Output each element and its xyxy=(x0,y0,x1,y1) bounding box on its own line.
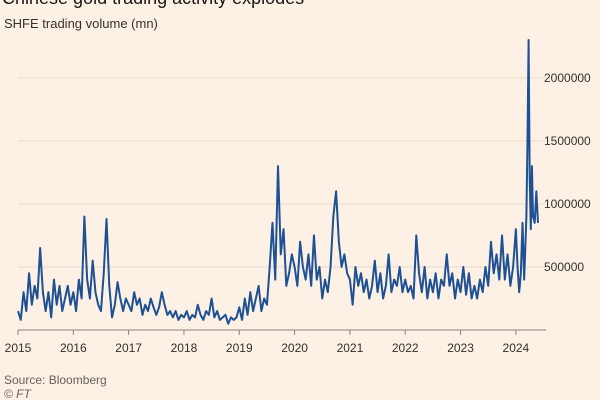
x-tick-label: 2020 xyxy=(281,341,308,355)
y-axis: 500000 1000000 1500000 2000000 xyxy=(544,71,591,274)
x-tick-label: 2024 xyxy=(503,341,530,355)
x-tick-label: 2016 xyxy=(60,341,87,355)
x-tick-label: 2015 xyxy=(5,341,32,355)
grid-lines xyxy=(18,77,546,268)
x-axis: 2015 2016 2017 2018 2019 2020 2021 2022 2023 2024 xyxy=(5,329,546,355)
x-tick-label: 2019 xyxy=(226,341,253,355)
x-tick-label: 2021 xyxy=(337,341,364,355)
y-tick-label: 2000000 xyxy=(544,71,591,85)
source-note: Source: Bloomberg xyxy=(4,373,107,387)
series-line-0 xyxy=(17,39,539,325)
x-tick-label: 2018 xyxy=(171,341,198,355)
chart-subtitle: SHFE trading volume (mn) xyxy=(4,16,158,31)
ft-credit: © FT xyxy=(4,387,31,400)
x-tick-label: 2022 xyxy=(392,341,419,355)
x-tick-label: 2023 xyxy=(447,341,474,355)
y-tick-label: 1000000 xyxy=(544,197,591,211)
x-tick-label: 2017 xyxy=(115,341,142,355)
series-lines xyxy=(17,39,539,325)
y-tick-label: 500000 xyxy=(544,260,584,274)
y-tick-label: 1500000 xyxy=(544,134,591,148)
chart-title: Chinese gold trading activity explodes xyxy=(2,0,304,9)
